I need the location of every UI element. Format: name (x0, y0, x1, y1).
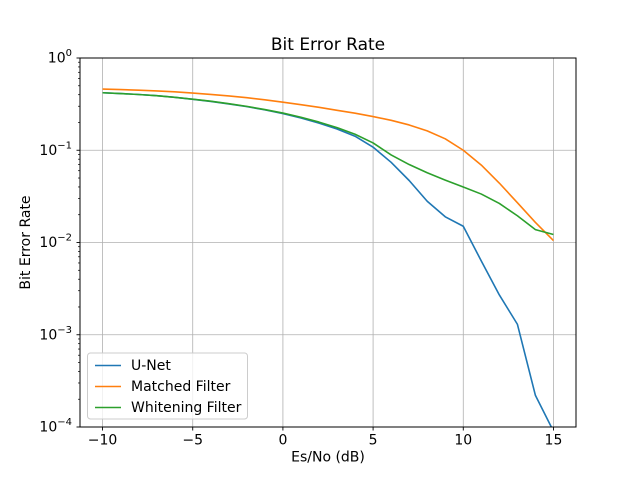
x-tick-label: −5 (182, 433, 203, 449)
x-axis-label: Es/No (dB) (291, 450, 365, 466)
x-tick-label: −10 (88, 433, 118, 449)
y-axis-label: Bit Error Rate (18, 195, 34, 289)
legend-box (87, 352, 248, 420)
chart-title: Bit Error Rate (271, 35, 385, 55)
y-tick-label: 10−1 (39, 140, 72, 159)
series-line-matched-filter (102, 88, 555, 242)
y-tick-label: 10−4 (39, 417, 72, 436)
x-tick-label: 0 (278, 433, 287, 449)
x-tick-label: 15 (545, 433, 563, 449)
series-line-whitening-filter (102, 91, 554, 236)
legend-label-whitening-filter: Whitening Filter (131, 400, 242, 416)
x-axis: −10 −5 0 5 10 15 (88, 427, 563, 449)
x-tick-label: 5 (369, 433, 378, 449)
legend: U-Net Matched Filter Whitening Filter (87, 352, 248, 420)
legend-label-u-net: U-Net (131, 358, 171, 374)
x-tick-label: 10 (454, 433, 472, 449)
y-tick-label: 10−2 (39, 233, 72, 252)
y-axis: 100 10−1 10−2 10−3 10−4 (39, 48, 80, 436)
legend-label-matched-filter: Matched Filter (131, 379, 231, 395)
y-tick-label: 100 (48, 48, 72, 67)
y-tick-label: 10−3 (39, 325, 72, 344)
